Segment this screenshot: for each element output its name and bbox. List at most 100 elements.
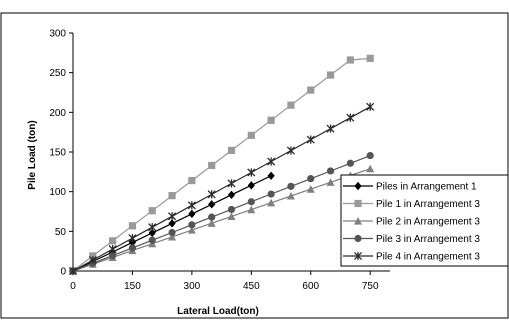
data-point bbox=[88, 255, 97, 265]
axes: 0 50 100 150 200 250 300 0 150 300 450 600 750 bbox=[49, 29, 390, 292]
data-point bbox=[188, 176, 196, 185]
data-point bbox=[326, 71, 335, 79]
data-point bbox=[168, 192, 176, 200]
x-tick-label: 750 bbox=[362, 281, 379, 292]
chart-area-frame bbox=[0, 12, 509, 319]
data-point bbox=[128, 238, 137, 247]
legend-item: Piles in Arrangement 1 bbox=[343, 182, 477, 193]
data-point bbox=[128, 244, 137, 252]
y-tick-label: 100 bbox=[49, 187, 66, 198]
legend-marker bbox=[354, 234, 362, 243]
data-point bbox=[227, 205, 236, 214]
y-tick-label: 50 bbox=[55, 227, 67, 238]
legend-marker bbox=[354, 199, 362, 208]
data-point bbox=[148, 228, 156, 238]
data-point bbox=[108, 245, 117, 254]
x-tick-label: 150 bbox=[124, 281, 141, 292]
y-axis-label: Pile Load (ton) bbox=[27, 120, 38, 189]
data-point bbox=[326, 124, 335, 133]
data-point bbox=[188, 221, 196, 229]
data-point bbox=[346, 159, 354, 167]
data-point bbox=[227, 179, 236, 188]
data-point bbox=[326, 178, 335, 186]
y-tick-label: 300 bbox=[49, 29, 66, 40]
data-point bbox=[227, 212, 236, 221]
y-tick-label: 0 bbox=[60, 267, 66, 278]
x-axis-label: Lateral Load(ton) bbox=[177, 306, 259, 317]
legend-marker bbox=[354, 181, 362, 191]
data-point bbox=[267, 198, 276, 207]
data-point bbox=[286, 146, 295, 155]
data-point bbox=[168, 232, 177, 241]
data-point bbox=[267, 171, 275, 180]
data-point bbox=[148, 223, 157, 232]
data-point bbox=[168, 212, 177, 221]
data-point bbox=[128, 234, 137, 243]
data-point bbox=[366, 164, 375, 173]
data-point bbox=[366, 54, 374, 62]
data-point bbox=[247, 181, 255, 190]
y-tick-label: 200 bbox=[49, 108, 66, 119]
data-point bbox=[306, 135, 315, 144]
legend: Piles in Arrangement 1 Pile 1 in Arrangem… bbox=[340, 174, 509, 267]
data-point bbox=[208, 200, 216, 209]
x-tick-label: 0 bbox=[70, 281, 76, 292]
legend-label: Pile 2 in Arrangement 3 bbox=[376, 217, 480, 228]
series-line bbox=[72, 155, 371, 272]
x-tick-label: 600 bbox=[302, 281, 319, 292]
series-2 bbox=[69, 54, 374, 275]
data-point bbox=[128, 222, 137, 230]
data-point bbox=[267, 157, 276, 166]
data-point bbox=[109, 237, 117, 245]
data-point bbox=[326, 167, 335, 175]
series-layer bbox=[68, 54, 375, 276]
data-point bbox=[89, 252, 97, 260]
data-point bbox=[207, 219, 216, 227]
legend-item: Pile 4 in Arrangement 3 bbox=[343, 252, 480, 263]
legend-marker bbox=[354, 217, 362, 225]
legend-item: Pile 2 in Arrangement 3 bbox=[343, 217, 480, 228]
x-tick-label: 300 bbox=[184, 281, 201, 292]
legend-label: Piles in Arrangement 1 bbox=[376, 182, 477, 193]
legend-label: Pile 4 in Arrangement 3 bbox=[376, 252, 480, 263]
data-point bbox=[247, 168, 256, 177]
legend-marker bbox=[353, 251, 363, 261]
data-point bbox=[187, 201, 196, 210]
data-point bbox=[366, 102, 375, 111]
data-point bbox=[286, 191, 295, 200]
data-point bbox=[267, 116, 275, 124]
legend-label: Pile 1 in Arrangement 3 bbox=[376, 199, 480, 210]
data-point bbox=[168, 228, 176, 237]
legend-item: Pile 3 in Arrangement 3 bbox=[343, 234, 480, 245]
series-line bbox=[72, 106, 371, 272]
data-point bbox=[346, 56, 354, 64]
data-point bbox=[148, 207, 156, 215]
data-point bbox=[267, 190, 275, 198]
series-line bbox=[72, 57, 371, 272]
data-point bbox=[346, 113, 355, 122]
series-line bbox=[72, 168, 371, 272]
data-point bbox=[208, 161, 216, 170]
data-point bbox=[187, 226, 196, 234]
data-point bbox=[207, 190, 216, 199]
x-tick-label: 450 bbox=[243, 281, 260, 292]
data-point bbox=[247, 198, 255, 206]
data-point bbox=[307, 86, 315, 94]
y-tick-label: 250 bbox=[49, 68, 66, 79]
data-point bbox=[287, 182, 295, 190]
data-point bbox=[306, 185, 315, 193]
series-5 bbox=[68, 102, 375, 276]
y-tick-label: 150 bbox=[49, 148, 66, 159]
data-point bbox=[208, 213, 216, 221]
data-point bbox=[247, 131, 255, 139]
data-point bbox=[247, 205, 256, 214]
data-point bbox=[168, 219, 176, 228]
data-point bbox=[148, 236, 156, 244]
legend-item: Pile 1 in Arrangement 3 bbox=[343, 199, 480, 210]
data-point bbox=[287, 101, 295, 109]
data-point bbox=[188, 209, 196, 219]
data-point bbox=[227, 146, 236, 155]
data-point bbox=[227, 190, 236, 200]
